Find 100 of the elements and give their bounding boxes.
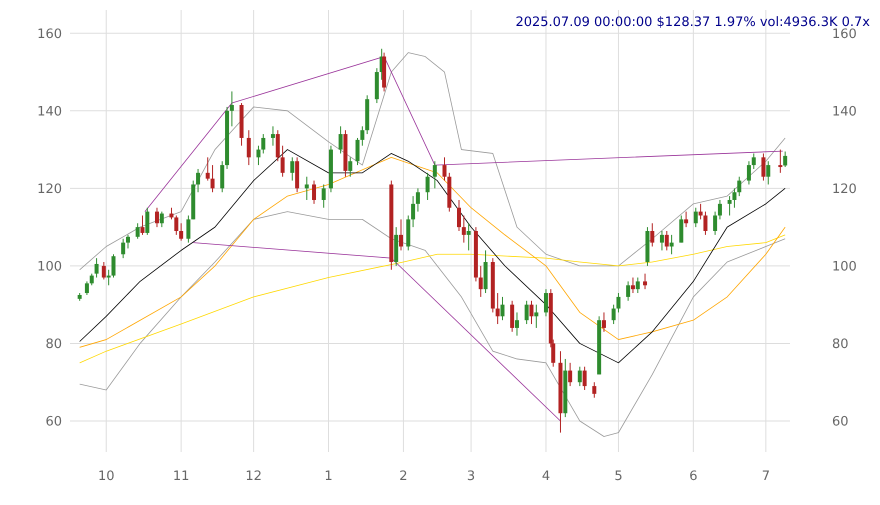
candlestick (276, 130, 280, 162)
candlestick (626, 280, 630, 302)
candlestick (121, 238, 126, 259)
candlestick (411, 196, 416, 228)
candlestick (442, 156, 446, 182)
candlestick (462, 214, 466, 244)
x-tick-label: 2 (399, 469, 408, 484)
candlestick (196, 168, 200, 193)
candlestick (524, 300, 529, 325)
candlestick (140, 214, 144, 236)
x-tick-label: 5 (614, 469, 623, 484)
candlestick (399, 218, 404, 251)
candlestick (145, 207, 150, 236)
line-series (79, 211, 786, 437)
candlestick (510, 300, 514, 332)
candlestick (664, 230, 669, 251)
candlestick (416, 188, 420, 212)
candlestick (783, 151, 788, 168)
candlestick (338, 126, 343, 154)
candlestick (602, 312, 606, 332)
y2-tick-label: 120 (832, 182, 857, 197)
candlestick (312, 180, 316, 204)
candlestick (84, 280, 89, 296)
candlestick (582, 366, 587, 390)
candlestick (136, 222, 140, 240)
x-tick-label: 12 (245, 469, 262, 484)
candlestick (456, 199, 461, 232)
x-tick-label: 4 (542, 469, 550, 484)
candlestick (713, 211, 718, 236)
candlestick (752, 152, 756, 170)
x-tick-label: 6 (689, 469, 698, 484)
candlestick (432, 160, 437, 189)
candlestick (280, 145, 285, 178)
candlestick (94, 258, 99, 278)
line-series (79, 52, 786, 270)
candlestick (102, 262, 106, 280)
candlestick (616, 292, 620, 313)
candlestick (630, 277, 635, 294)
candlestick (529, 300, 534, 325)
candlestick (718, 199, 722, 220)
candlestick (578, 366, 582, 387)
candlestick (261, 134, 266, 154)
candlestick (356, 137, 360, 166)
candlestick (270, 126, 275, 146)
candlestick (496, 292, 500, 325)
candlestick (186, 214, 190, 244)
candlestick (728, 196, 732, 216)
candlestick (90, 273, 94, 286)
candlestick (766, 160, 770, 185)
candlestick (360, 126, 364, 146)
candlestick (684, 211, 688, 228)
candlestick (679, 214, 684, 244)
y2-tick-label: 80 (832, 336, 849, 352)
x-tick-label: 7 (762, 469, 770, 484)
x-tick-label: 10 (98, 469, 115, 484)
candlestick (220, 160, 224, 193)
x-tick-label: 11 (172, 469, 190, 484)
candlestick (348, 156, 352, 178)
candlestick (174, 214, 178, 236)
y-tick-label: 120 (37, 182, 62, 197)
x-tick-label: 1 (324, 469, 333, 484)
candlestick (746, 160, 751, 185)
candlestick (612, 304, 616, 325)
candlestick (643, 273, 648, 290)
candlestick (703, 211, 708, 236)
y2-tick-label: 140 (832, 104, 857, 120)
candlestick (466, 222, 471, 251)
candlestick (694, 207, 698, 228)
y2-tick-label: 60 (832, 414, 849, 430)
candlestick (660, 230, 664, 251)
candlestick (246, 130, 251, 166)
candlestick (737, 176, 742, 197)
y-tick-label: 160 (37, 26, 62, 42)
candlestick (514, 312, 519, 336)
candlestick (160, 211, 164, 228)
candlestick (778, 149, 782, 174)
candlestick (154, 207, 159, 228)
candlestick (592, 382, 596, 398)
candlestick (670, 234, 674, 255)
y-tick-label: 80 (45, 336, 62, 352)
candlestick (568, 362, 572, 387)
candlestick (206, 156, 210, 182)
line-series (79, 234, 786, 364)
candlestick (322, 184, 326, 208)
candlestick (111, 254, 116, 278)
candlestick (126, 234, 130, 249)
candlestick (169, 207, 174, 220)
candlestick (179, 222, 184, 242)
candlestick (426, 172, 430, 200)
candlestick (230, 90, 234, 127)
candlestick (698, 203, 703, 220)
candlestick (106, 269, 111, 286)
candlestick (761, 152, 766, 182)
candlestick (290, 156, 294, 182)
y2-tick-label: 100 (832, 259, 857, 274)
candlestick (210, 164, 215, 193)
candlestick (478, 265, 483, 298)
candlestick (534, 304, 538, 328)
x-tick-label: 3 (466, 469, 476, 484)
candlestick (256, 145, 260, 166)
